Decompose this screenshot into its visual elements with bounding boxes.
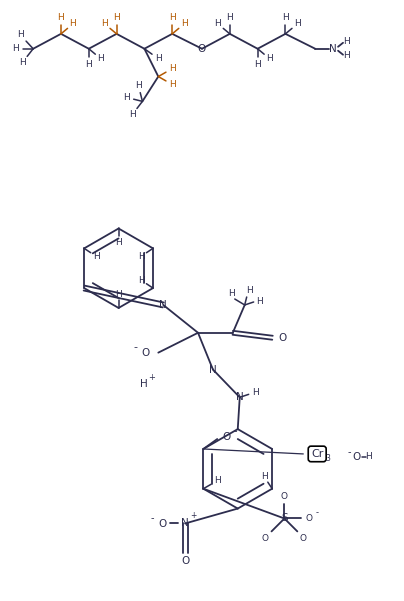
Text: H: H <box>294 19 301 28</box>
Text: H: H <box>169 80 176 89</box>
Text: H: H <box>261 472 267 481</box>
Text: H: H <box>85 60 92 69</box>
Text: -: - <box>133 342 137 352</box>
Text: +: + <box>190 511 196 520</box>
Text: H: H <box>69 19 76 28</box>
Text: N: N <box>209 365 217 374</box>
Text: H: H <box>256 297 263 307</box>
Text: N: N <box>236 392 244 402</box>
Text: H: H <box>139 379 147 389</box>
Text: H: H <box>181 19 187 28</box>
Text: H: H <box>58 13 64 22</box>
Text: H: H <box>214 476 221 485</box>
Text: H: H <box>344 51 350 60</box>
Text: H: H <box>113 13 120 22</box>
Text: -: - <box>316 508 319 517</box>
Text: N: N <box>160 300 167 310</box>
Text: O: O <box>353 452 361 462</box>
Text: H: H <box>12 44 19 53</box>
Text: O: O <box>198 44 206 53</box>
Text: H: H <box>344 37 350 46</box>
Text: O: O <box>181 556 189 566</box>
Text: +: + <box>148 373 155 382</box>
Text: H: H <box>19 58 25 67</box>
Text: -: - <box>234 426 237 436</box>
Text: O: O <box>141 347 149 358</box>
Text: H: H <box>129 110 136 119</box>
Text: N: N <box>181 519 189 528</box>
Text: H: H <box>115 238 122 247</box>
Text: H: H <box>266 54 273 63</box>
Text: H: H <box>252 388 259 397</box>
Text: H: H <box>101 19 108 28</box>
Text: H: H <box>93 252 99 261</box>
Text: H: H <box>97 54 104 63</box>
Text: H: H <box>215 19 221 28</box>
Text: 3: 3 <box>326 454 330 463</box>
Text: O: O <box>306 514 313 523</box>
Text: O: O <box>158 519 166 529</box>
Text: H: H <box>115 290 122 299</box>
Text: H: H <box>135 81 142 90</box>
Text: Cr: Cr <box>311 449 323 459</box>
Text: O: O <box>281 492 288 501</box>
Text: H: H <box>123 93 130 102</box>
Text: H: H <box>228 288 235 297</box>
Text: H: H <box>138 276 145 285</box>
Text: O: O <box>261 534 268 543</box>
Text: H: H <box>169 64 176 73</box>
Text: O: O <box>300 534 307 543</box>
Text: N: N <box>329 44 337 53</box>
Text: H: H <box>155 54 162 63</box>
Text: H: H <box>254 60 261 69</box>
Text: H: H <box>366 453 372 462</box>
Text: H: H <box>226 13 233 22</box>
Text: -: - <box>347 447 351 457</box>
Text: S: S <box>281 513 288 523</box>
Text: O: O <box>222 432 230 442</box>
Text: H: H <box>246 285 253 294</box>
Text: -: - <box>151 513 154 523</box>
Text: H: H <box>138 252 145 261</box>
Text: H: H <box>282 13 289 22</box>
Text: O: O <box>278 333 286 343</box>
Text: H: H <box>169 13 176 22</box>
Text: H: H <box>17 30 23 39</box>
